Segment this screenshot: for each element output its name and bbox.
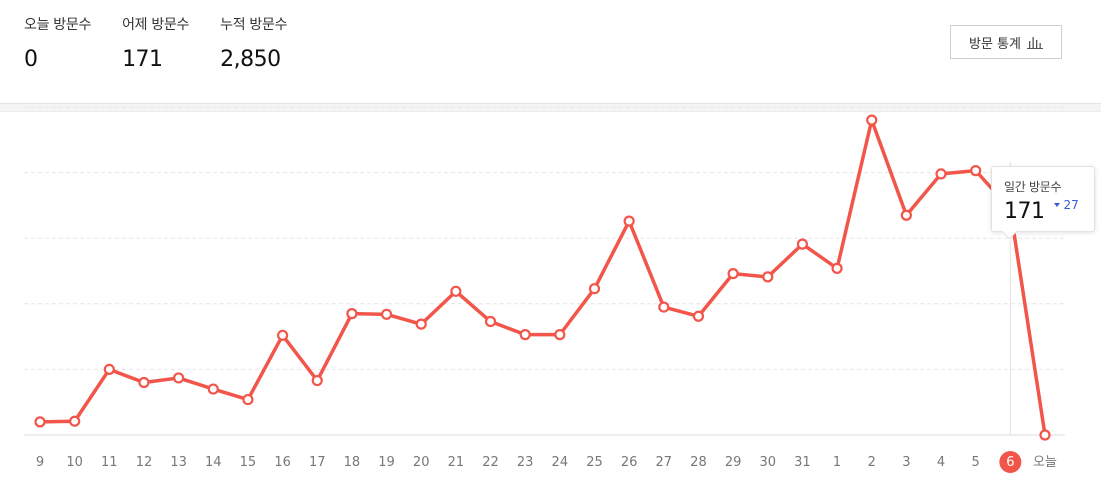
x-tick-label[interactable]: 26 [621, 455, 638, 470]
yesterday-visits: 어제 방문수 171 [122, 14, 189, 72]
data-point[interactable] [138, 376, 150, 389]
series-points [34, 114, 1051, 441]
tooltip-title: 일간 방문수 [1004, 180, 1062, 194]
data-point[interactable] [900, 209, 912, 221]
x-tick-label[interactable]: 23 [517, 455, 534, 470]
down-arrow-icon [1053, 203, 1060, 207]
x-tick-label[interactable]: 29 [725, 455, 742, 470]
x-tick-label[interactable]: 1 [833, 455, 841, 470]
bar-chart-icon [1026, 37, 1043, 49]
data-point[interactable] [1039, 429, 1051, 441]
data-point[interactable] [69, 415, 81, 427]
tooltip-value: 171 [1004, 199, 1045, 224]
data-point[interactable] [866, 114, 878, 126]
x-tick-label[interactable]: 28 [690, 455, 707, 470]
data-point[interactable] [103, 363, 115, 375]
data-point[interactable] [519, 329, 531, 341]
data-point[interactable] [450, 285, 462, 297]
data-point[interactable] [658, 301, 670, 313]
total-visits-value: 2,850 [220, 47, 281, 72]
data-point[interactable] [692, 310, 705, 322]
data-point[interactable] [311, 374, 323, 387]
x-tick-label[interactable]: 15 [240, 455, 257, 470]
x-tick-label[interactable]: 21 [448, 455, 465, 470]
today-visits: 오늘 방문수 0 [24, 14, 91, 72]
data-point[interactable] [970, 165, 982, 177]
data-point[interactable] [831, 262, 843, 274]
x-tick-label[interactable]: 25 [586, 455, 603, 470]
visit-stats-button[interactable]: 방문 통계 [950, 25, 1062, 59]
visit-summary: 오늘 방문수 0 어제 방문수 171 누적 방문수 2,850 [24, 14, 318, 72]
x-tick-label[interactable]: 14 [205, 455, 222, 470]
x-tick-label[interactable]: 12 [136, 455, 153, 470]
x-tick-label[interactable]: 20 [413, 455, 430, 470]
yesterday-visits-label: 어제 방문수 [122, 17, 190, 33]
yesterday-visits-value: 171 [122, 47, 163, 72]
data-point[interactable] [207, 383, 219, 395]
data-point[interactable] [935, 168, 947, 180]
x-axis-ticks: 9 10 11 12 13 14 15 16 17 18 19 20 21 22 23 24 25 26 27 28 2… [36, 451, 1057, 473]
data-point[interactable] [484, 315, 497, 328]
x-tick-label[interactable]: 16 [274, 455, 291, 470]
data-point[interactable] [588, 283, 601, 295]
data-point[interactable] [554, 329, 566, 341]
x-tick-label[interactable]: 6 [1006, 455, 1014, 470]
data-point[interactable] [380, 308, 393, 320]
data-point[interactable] [276, 329, 289, 341]
x-tick-label[interactable]: 11 [101, 455, 118, 470]
x-tick-label[interactable]: 3 [902, 455, 910, 470]
tooltip-delta: 27 [1053, 198, 1079, 212]
tooltip: 일간 방문수 171 27 [991, 166, 1095, 232]
x-tick-label[interactable]: 13 [170, 455, 187, 470]
x-tick-label[interactable]: 9 [36, 455, 44, 470]
today-visits-label: 오늘 방문수 [24, 17, 92, 33]
x-tick-label[interactable]: 4 [937, 455, 945, 470]
x-tick-label[interactable]: 19 [378, 455, 395, 470]
x-tick-label[interactable]: 24 [552, 455, 569, 470]
data-point[interactable] [242, 393, 254, 406]
x-tick-label[interactable]: 18 [344, 455, 361, 470]
data-point[interactable] [623, 215, 635, 227]
x-tick-label[interactable]: 5 [972, 455, 980, 470]
data-point[interactable] [727, 268, 739, 280]
x-tick-label[interactable]: 17 [309, 455, 326, 470]
series-line [38, 118, 1047, 437]
tooltip-delta-value: 27 [1063, 198, 1079, 212]
x-tick-label[interactable]: 30 [759, 455, 776, 470]
data-point[interactable] [346, 308, 358, 320]
grid-lines [24, 106, 1065, 436]
x-tick-label[interactable]: 31 [794, 455, 811, 470]
x-tick-label[interactable]: 2 [868, 455, 876, 470]
x-tick-label[interactable]: 27 [656, 455, 673, 470]
selected-date-badge [999, 451, 1022, 473]
total-visits: 누적 방문수 2,850 [220, 14, 287, 72]
x-tick-label[interactable]: 오늘 [1033, 455, 1057, 470]
data-point[interactable] [415, 318, 427, 330]
data-point[interactable] [34, 416, 46, 428]
visit-stats-button-label: 방문 통계 [969, 36, 1021, 52]
data-point[interactable] [796, 238, 809, 250]
data-point[interactable] [762, 271, 774, 283]
x-tick-label[interactable]: 22 [482, 455, 499, 470]
x-tick-label[interactable]: 10 [66, 455, 83, 470]
tooltip-row: 171 27 [1004, 198, 1094, 224]
data-point[interactable] [173, 372, 185, 384]
total-visits-label: 누적 방문수 [220, 17, 288, 33]
today-visits-value: 0 [24, 47, 38, 72]
